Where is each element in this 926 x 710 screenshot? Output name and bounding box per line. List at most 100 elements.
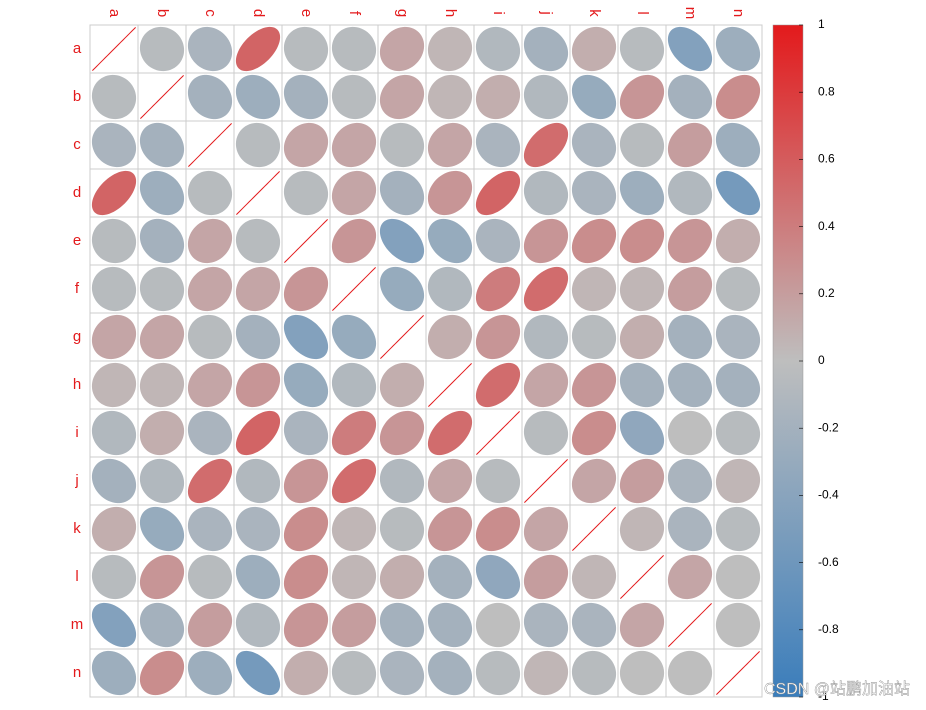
row-label: m [71,616,84,633]
row-label: n [73,664,81,681]
ellipse [427,74,473,120]
ellipse [187,218,233,264]
ellipse [571,266,617,312]
ellipse [667,218,713,264]
ellipse [427,650,473,696]
ellipse [91,218,137,264]
ellipse [283,26,329,72]
ellipse [619,362,665,408]
ellipse [139,506,185,552]
ellipse [715,122,761,168]
row-label: a [73,40,82,57]
ellipse [140,75,184,119]
ellipse [235,74,281,120]
ellipse [523,362,569,408]
ellipse [619,506,665,552]
ellipse [475,506,521,552]
ellipse [283,266,329,312]
ellipse [476,411,520,455]
ellipse [235,266,281,312]
ellipse [235,26,281,72]
ellipse [187,314,233,360]
ellipse [715,218,761,264]
ellipse [715,602,761,648]
ellipse [427,314,473,360]
ellipse [331,362,377,408]
ellipse [91,122,137,168]
row-label: g [73,328,81,345]
ellipse [619,410,665,456]
ellipse [571,170,617,216]
ellipse [571,218,617,264]
ellipse [379,362,425,408]
ellipse [475,458,521,504]
ellipse [235,458,281,504]
ellipse [619,122,665,168]
ellipse [283,410,329,456]
ellipse [427,170,473,216]
ellipse [571,122,617,168]
ellipse [571,314,617,360]
ellipse [571,26,617,72]
ellipse [235,362,281,408]
row-label: c [73,136,81,153]
ellipse [571,554,617,600]
ellipse [235,122,281,168]
ellipse [571,602,617,648]
ellipse [236,171,280,215]
ellipse [331,458,377,504]
ellipse [91,506,137,552]
ellipse [715,266,761,312]
column-label: m [682,7,699,20]
ellipse [91,602,137,648]
ellipse [715,74,761,120]
ellipse [379,122,425,168]
row-label: j [74,472,78,489]
ellipse [379,74,425,120]
ellipse [379,554,425,600]
column-label: f [346,11,363,16]
ellipse [715,506,761,552]
ellipse [667,650,713,696]
ellipse [715,410,761,456]
ellipse [187,266,233,312]
column-label: e [298,9,315,17]
watermark: CSDN @站鹏加油站 [764,680,910,698]
color-tick-label: 0.2 [818,286,835,300]
ellipse [284,219,328,263]
ellipse [427,602,473,648]
column-label: i [490,11,507,14]
ellipse [139,362,185,408]
ellipse [283,506,329,552]
ellipse [619,26,665,72]
color-tick-label: 0.4 [818,219,835,233]
ellipse [571,362,617,408]
ellipse [379,26,425,72]
color-tick-label: 0.6 [818,152,835,166]
row-label: e [73,232,81,249]
ellipse [619,170,665,216]
ellipse [475,74,521,120]
ellipse [667,458,713,504]
ellipse [475,26,521,72]
color-tick-label: -0.6 [818,555,839,569]
ellipse [91,314,137,360]
ellipse [379,602,425,648]
ellipse [427,26,473,72]
ellipse [187,602,233,648]
ellipse [475,362,521,408]
ellipse [235,650,281,696]
ellipse [571,74,617,120]
ellipse [331,650,377,696]
ellipse [91,74,137,120]
ellipse [667,554,713,600]
ellipse [91,362,137,408]
ellipse [716,651,760,695]
column-label: g [394,9,411,17]
ellipse [667,266,713,312]
color-bar [772,24,804,698]
row-label: k [73,520,81,537]
column-label: k [586,9,603,17]
ellipse [332,267,376,311]
ellipse [380,315,424,359]
